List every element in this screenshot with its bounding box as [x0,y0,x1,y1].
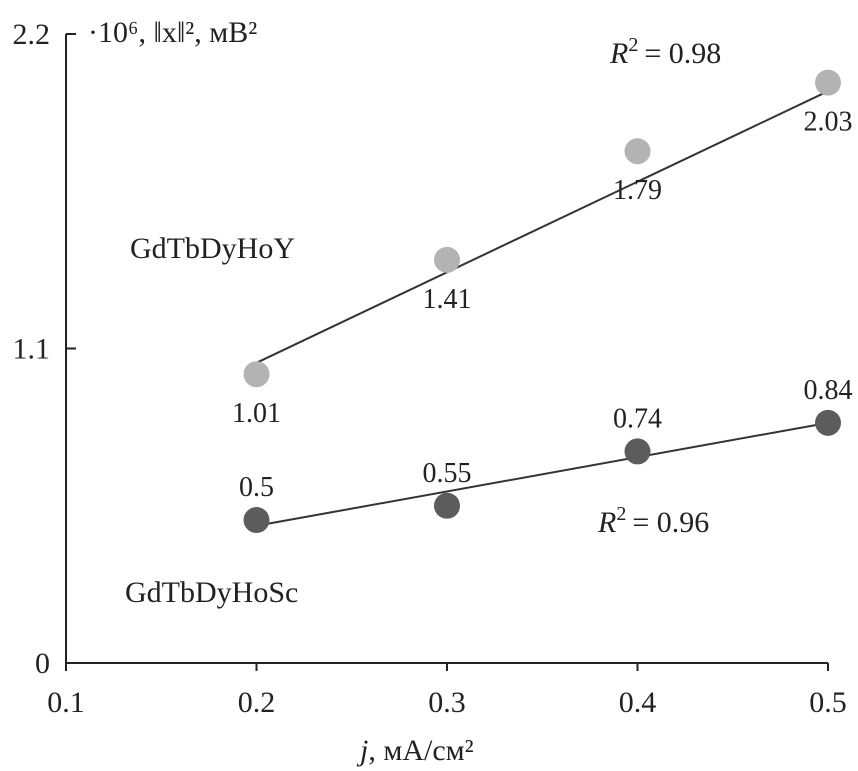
y-tick-label: 1.1 [13,333,51,366]
data-label: 1.79 [613,175,662,206]
r2-label-light: R2 = 0.98 [609,34,721,70]
y-tick-label: 2.2 [13,18,51,51]
x-axis-label-unit: , мА/см² [368,734,473,767]
data-label: 1.01 [232,398,281,429]
fit-line [256,421,829,527]
y-axis-label: ·10⁶, ‖x‖², мВ² [88,16,257,49]
x-tick-label: 0.4 [619,686,657,719]
y-tick-label: 0 [35,647,50,680]
data-point [624,438,651,465]
data-point [624,138,651,165]
data-label: 0.55 [423,458,472,489]
x-tick-label: 0.5 [809,686,847,719]
data-point [815,69,841,96]
x-tick-label: 0.2 [238,686,276,719]
series-name-light: GdTbDyHoY [130,232,295,265]
x-tick-label: 0.3 [428,686,466,719]
fit-line [256,90,829,364]
data-point [434,246,460,273]
data-point [815,409,841,436]
r2-label-dark: R2 = 0.96 [597,503,709,539]
x-tick-label: 0.1 [47,686,85,719]
data-label: 1.41 [423,284,472,315]
data-point [434,492,460,519]
x-axis-label: j, мА/см² [356,734,474,767]
data-label: 0.84 [804,375,853,406]
data-point [243,361,270,388]
series-name-dark: GdTbDyHoSc [125,576,298,609]
data-label: 0.74 [613,403,662,434]
data-point [243,507,270,534]
data-label: 0.5 [239,472,274,503]
data-label: 2.03 [804,107,853,138]
x-axis-label-var: j [356,734,368,767]
